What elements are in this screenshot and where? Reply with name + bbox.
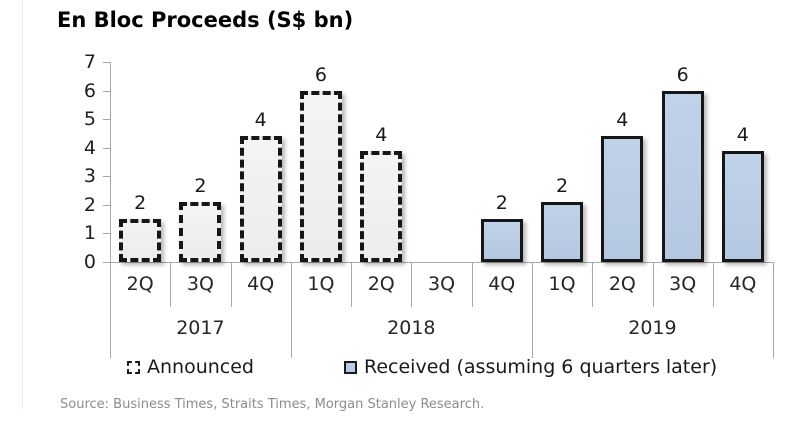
y-axis-label: 7 [83, 51, 96, 73]
bar-value-label-received-3q-2019: 6 [676, 63, 689, 86]
x-axis-quarter-label: 4Q [729, 273, 757, 295]
bar-announced-3q-2017 [179, 202, 222, 262]
bar-value-label-announced-1q-2018: 6 [314, 63, 327, 86]
x-axis-year-label: 2019 [628, 317, 677, 339]
chart-title: En Bloc Proceeds (S$ bn) [57, 8, 354, 32]
x-axis-quarter-label: 1Q [548, 273, 576, 295]
left-edge-divider [22, 0, 23, 410]
bar-received-4q-2018 [480, 219, 523, 262]
bar-received-4q-2019 [721, 150, 764, 262]
quarter-separator [471, 263, 473, 307]
year-separator [531, 263, 533, 358]
source-note: Source: Business Times, Straits Times, M… [60, 397, 485, 412]
bar-received-1q-2019 [541, 202, 583, 262]
bar-value-label-announced-2q-2018: 4 [375, 123, 388, 146]
quarter-separator [592, 263, 594, 307]
x-axis-line [110, 262, 774, 263]
received-swatch-icon [344, 360, 357, 374]
bar-value-label-announced-4q-2017: 4 [254, 109, 267, 132]
x-axis-quarter-label: 2Q [608, 273, 636, 295]
y-axis-tick [103, 233, 110, 235]
y-axis-label: 6 [83, 79, 96, 102]
bar-received-3q-2019 [661, 90, 704, 262]
year-separator [290, 263, 292, 358]
x-axis-quarter-label: 3Q [428, 273, 456, 295]
quarter-separator [652, 263, 654, 307]
quarter-separator [230, 263, 232, 307]
y-axis-tick [103, 147, 110, 149]
x-axis-quarter-label: 4Q [247, 273, 275, 295]
bar-announced-1q-2018 [300, 90, 342, 262]
y-axis-label: 3 [83, 165, 96, 188]
y-axis-label: 2 [83, 193, 96, 216]
bar-announced-4q-2017 [239, 136, 282, 262]
legend-item-announced: Announced [127, 356, 254, 378]
plot-right-boundary [773, 262, 774, 358]
bar-value-label-announced-3q-2017: 2 [194, 175, 207, 197]
quarter-separator [712, 263, 714, 307]
x-axis-quarter-label: 4Q [488, 273, 516, 295]
y-axis-label: 1 [83, 222, 96, 245]
x-axis-quarter-label: 3Q [669, 273, 697, 295]
y-axis-tick [103, 62, 110, 63]
y-axis-tick [103, 119, 110, 121]
bar-value-label-announced-2q-2017: 2 [134, 192, 147, 215]
x-axis-year-label: 2018 [387, 317, 436, 339]
x-axis-quarter-label: 2Q [367, 273, 395, 295]
quarter-separator [351, 263, 353, 307]
bar-value-label-received-4q-2018: 2 [495, 192, 508, 215]
bar-value-label-received-1q-2019: 2 [555, 175, 569, 197]
legend-label-received: Received (assuming 6 quarters later) [364, 356, 718, 378]
y-axis-tick [103, 90, 110, 92]
quarter-separator [170, 263, 172, 307]
y-axis-label: 0 [83, 251, 96, 273]
y-axis-label: 4 [83, 136, 96, 159]
x-axis-year-label: 2017 [176, 317, 225, 339]
y-axis-line [110, 62, 111, 358]
y-axis-tick [103, 176, 110, 178]
y-axis-tick [103, 204, 110, 206]
x-axis-quarter-label: 1Q [307, 273, 335, 295]
announced-swatch-icon [127, 360, 140, 374]
x-axis-quarter-label: 2Q [126, 273, 154, 295]
quarter-separator [411, 263, 413, 307]
legend-label-announced: Announced [147, 356, 254, 378]
x-axis-quarter-label: 3Q [186, 273, 214, 295]
y-axis-tick [103, 262, 110, 263]
y-axis-label: 5 [83, 108, 96, 131]
bar-announced-2q-2017 [119, 219, 162, 262]
bar-value-label-received-2q-2019: 4 [616, 109, 629, 132]
legend-item-received: Received (assuming 6 quarters later) [344, 356, 717, 378]
bar-value-label-received-4q-2019: 4 [736, 123, 749, 146]
bar-announced-2q-2018 [360, 150, 403, 262]
bar-received-2q-2019 [601, 136, 644, 262]
